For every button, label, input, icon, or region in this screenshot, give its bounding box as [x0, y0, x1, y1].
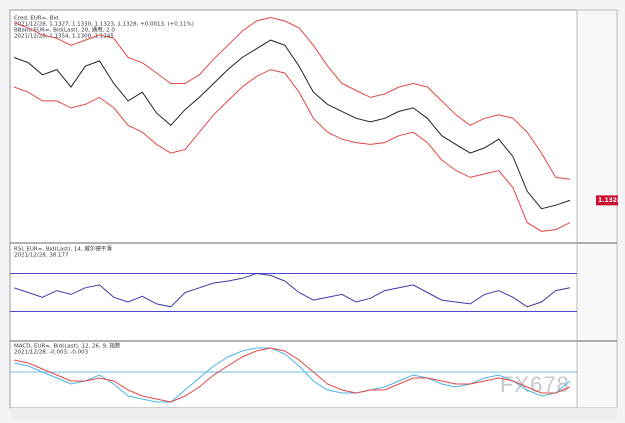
indicator-values: 2021/12/28, 1.1354, 1.1300, 1.1245: [14, 34, 114, 40]
panel-values: 2021/12/28, 1.1327, 1.1330, 1.1323, 1.13…: [14, 22, 194, 28]
price-tag: 1.1328: [598, 197, 621, 204]
plot-area: [9, 9, 578, 409]
panel-values: 2021/12/28, -0.003, -0.003: [14, 350, 89, 356]
panel-title: MACD, EUR=, Bid(Last), 12, 26, 9, 指数: [14, 342, 121, 350]
price-axis: [576, 9, 618, 409]
time-axis: [10, 408, 617, 420]
series-line: [13, 272, 571, 308]
series-line: [13, 347, 571, 403]
indicator-title: BBand EUR=, Bid(Last), 20, 通用, 2.0: [14, 26, 115, 34]
panel-title: RSI, EUR=, Bid(Last), 14, 威尔德平滑: [14, 245, 112, 253]
series-line: [13, 69, 571, 232]
series-line: [13, 39, 571, 210]
panel-values: 2021/12/28, 38.177: [14, 253, 69, 259]
panel-title: Cred, EUR=, Bid: [14, 16, 59, 22]
series-line: [13, 16, 571, 180]
price-tag-bg: [596, 195, 618, 206]
